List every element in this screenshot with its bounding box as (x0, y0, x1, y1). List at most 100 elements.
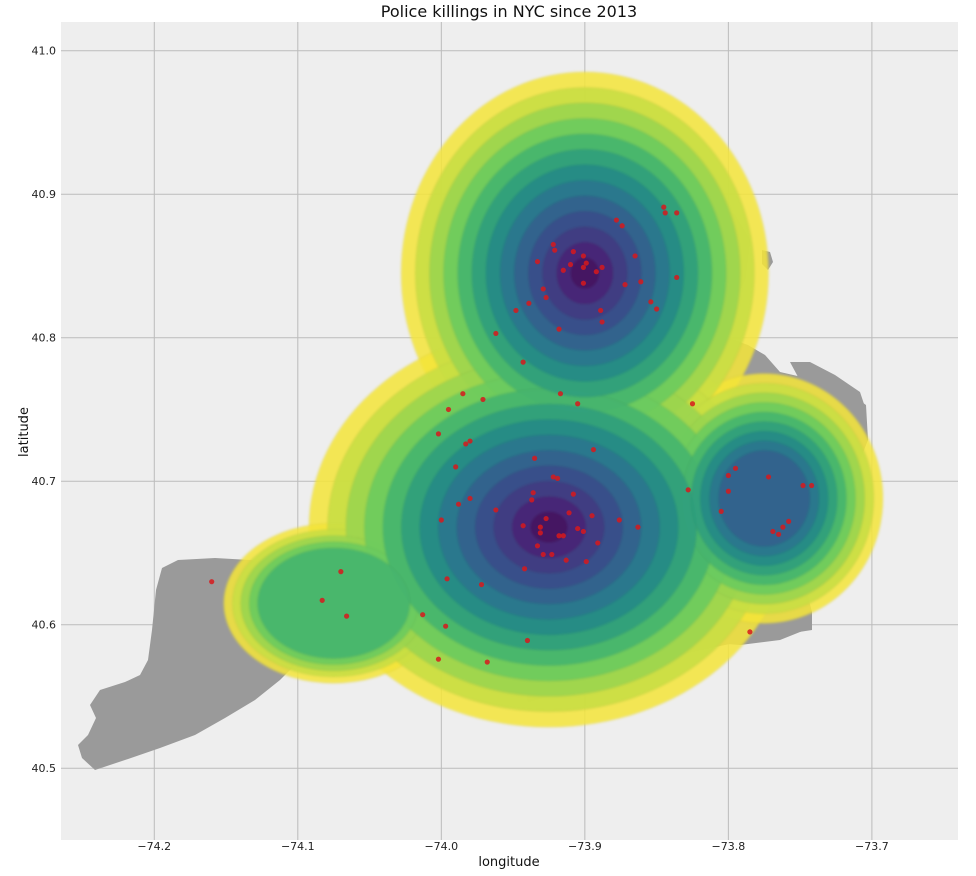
scatter-point (674, 274, 680, 281)
scatter-point (552, 247, 558, 253)
scatter-point (616, 517, 622, 523)
scatter-point (319, 597, 325, 603)
scatter-point (654, 306, 660, 312)
scatter-point (480, 396, 486, 403)
scatter-point (443, 623, 449, 629)
scatter-point (809, 482, 815, 489)
scatter-point (776, 531, 782, 537)
scatter-point (648, 299, 654, 305)
scatter-point (556, 326, 562, 332)
scatter-point (543, 515, 549, 522)
scatter-point (455, 501, 462, 507)
scatter-point (662, 210, 668, 216)
scatter-point (549, 551, 555, 558)
scatter-point (540, 551, 546, 558)
points (209, 204, 815, 665)
scatter-point (567, 261, 574, 268)
x-tick-label: −73.9 (568, 840, 602, 853)
y-tick-label: 40.7 (32, 475, 57, 488)
scatter-point (732, 465, 739, 471)
scatter-point (537, 530, 543, 536)
scatter-point (622, 282, 628, 288)
scatter-point (530, 490, 536, 496)
scatter-point (529, 497, 535, 503)
scatter-point (632, 253, 638, 259)
scatter-point (478, 581, 485, 588)
scatter-point (484, 659, 490, 665)
scatter-point (526, 300, 532, 306)
scatter-point (463, 441, 469, 447)
y-axis-label: latitude (17, 407, 32, 457)
scatter-point (580, 528, 587, 535)
density-contour (257, 547, 411, 659)
scatter-point (435, 656, 442, 662)
x-tick-label: −74.0 (424, 840, 458, 853)
scatter-point (543, 294, 549, 301)
scatter-point (770, 528, 776, 535)
scatter-point (438, 517, 444, 523)
scatter-point (800, 482, 806, 489)
scatter-point (550, 241, 556, 248)
scatter-point (444, 576, 450, 582)
scatter-point (613, 217, 620, 223)
y-tick-label: 40.9 (32, 188, 57, 201)
scatter-point (566, 510, 572, 516)
scatter-point (786, 518, 792, 525)
scatter-point (638, 279, 644, 285)
x-tick-label: −74.1 (281, 840, 315, 853)
queens-east-shape (790, 362, 866, 412)
scatter-point (532, 455, 538, 461)
x-tick-label: −74.2 (137, 840, 171, 853)
scatter-point (580, 253, 587, 259)
scatter-point (580, 264, 587, 270)
scatter-point (467, 495, 473, 502)
x-ticks: −74.2 −74.1 −74.0 −73.9 −73.8 −73.7 (137, 840, 888, 853)
scatter-point (540, 286, 546, 292)
scatter-point (556, 533, 562, 539)
y-tick-label: 40.8 (32, 332, 57, 345)
scatter-point (557, 391, 564, 397)
scatter-point (599, 319, 605, 325)
chart-title: Police killings in NYC since 2013 (381, 2, 637, 21)
scatter-point (560, 267, 566, 273)
scatter-point (725, 472, 731, 479)
y-ticks: 40.5 40.6 40.7 40.8 40.9 41.0 (32, 45, 57, 776)
scatter-point (460, 391, 466, 397)
scatter-point (493, 330, 499, 337)
scatter-point (554, 475, 561, 481)
density-contour (718, 450, 811, 547)
scatter-point (534, 259, 541, 265)
scatter-point (520, 359, 526, 365)
scatter-point (674, 210, 680, 216)
scatter-point (583, 260, 589, 266)
scatter-point (595, 540, 601, 546)
scatter-point (619, 223, 625, 229)
scatter-point (593, 269, 599, 275)
scatter-point (718, 508, 724, 514)
x-tick-label: −73.8 (712, 840, 746, 853)
scatter-point (534, 543, 541, 549)
x-axis-label: longitude (478, 855, 539, 870)
y-tick-label: 40.6 (32, 619, 57, 632)
scatter-point (635, 524, 641, 530)
scatter-point (513, 307, 519, 314)
y-tick-label: 40.5 (32, 762, 57, 775)
scatter-point (570, 249, 576, 255)
scatter-point (580, 280, 587, 286)
scatter-point (420, 612, 426, 618)
scatter-point (467, 438, 473, 444)
y-tick-label: 41.0 (32, 45, 57, 58)
scatter-point (589, 513, 595, 519)
scatter-point (661, 204, 667, 210)
scatter-point (689, 401, 696, 407)
scatter-point (550, 474, 556, 480)
scatter-point (583, 558, 589, 565)
scatter-point (537, 524, 543, 530)
scatter-point (765, 474, 772, 480)
scatter-point (685, 487, 691, 493)
scatter-point (598, 307, 604, 314)
scatter-point (563, 557, 569, 563)
scatter-point (575, 525, 581, 532)
kde-density (223, 71, 884, 728)
